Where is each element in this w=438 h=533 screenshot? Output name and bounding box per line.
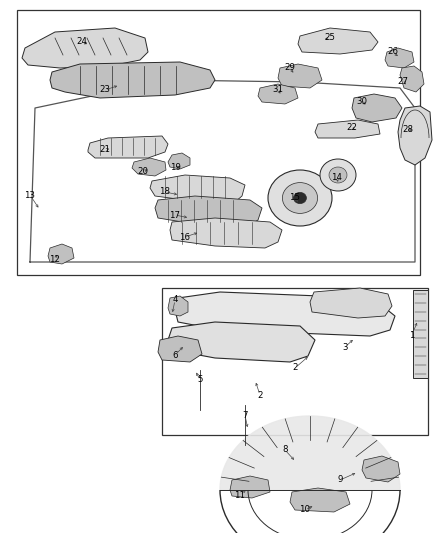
Polygon shape: [155, 196, 262, 226]
Text: 25: 25: [325, 34, 336, 43]
Polygon shape: [230, 476, 270, 498]
Text: 12: 12: [49, 255, 60, 264]
Polygon shape: [168, 153, 190, 169]
Polygon shape: [258, 84, 298, 104]
Text: 6: 6: [172, 351, 178, 359]
Polygon shape: [362, 456, 400, 482]
Polygon shape: [385, 48, 414, 68]
Text: 24: 24: [77, 37, 88, 46]
Text: 21: 21: [99, 146, 110, 155]
Text: 7: 7: [242, 410, 248, 419]
Text: 3: 3: [342, 343, 348, 351]
Text: 27: 27: [398, 77, 409, 86]
Text: 28: 28: [403, 125, 413, 134]
Polygon shape: [400, 66, 424, 92]
Text: 29: 29: [285, 63, 296, 72]
Polygon shape: [150, 175, 245, 202]
Text: 14: 14: [332, 174, 343, 182]
Polygon shape: [88, 136, 168, 158]
Polygon shape: [290, 488, 350, 512]
Polygon shape: [278, 64, 322, 88]
Text: 1: 1: [409, 330, 415, 340]
Text: 13: 13: [25, 190, 35, 199]
Ellipse shape: [293, 192, 307, 204]
Text: 18: 18: [159, 188, 170, 197]
Polygon shape: [310, 288, 392, 318]
Text: 5: 5: [197, 376, 203, 384]
Polygon shape: [298, 28, 378, 54]
Polygon shape: [22, 28, 148, 68]
Ellipse shape: [320, 159, 356, 191]
Text: 26: 26: [388, 47, 399, 56]
Polygon shape: [158, 336, 202, 362]
Polygon shape: [315, 120, 380, 138]
Text: 15: 15: [290, 193, 300, 203]
Polygon shape: [352, 94, 402, 122]
Text: 30: 30: [357, 98, 367, 107]
Text: 20: 20: [138, 167, 148, 176]
Text: 31: 31: [272, 85, 283, 94]
Text: 22: 22: [346, 124, 357, 133]
Text: 19: 19: [170, 164, 180, 173]
Text: 16: 16: [180, 232, 191, 241]
Ellipse shape: [283, 183, 318, 213]
Text: 8: 8: [282, 446, 288, 455]
Text: 10: 10: [300, 505, 311, 514]
Polygon shape: [48, 244, 74, 264]
Polygon shape: [168, 296, 188, 316]
Polygon shape: [220, 416, 400, 490]
Polygon shape: [132, 158, 166, 176]
Text: 4: 4: [172, 295, 178, 304]
Ellipse shape: [329, 167, 347, 183]
Polygon shape: [398, 106, 432, 165]
Text: 17: 17: [170, 211, 180, 220]
Polygon shape: [50, 62, 215, 98]
Bar: [413, 290, 428, 378]
Ellipse shape: [268, 170, 332, 226]
Polygon shape: [170, 218, 282, 248]
Text: 23: 23: [99, 85, 110, 94]
Polygon shape: [175, 292, 395, 336]
Bar: [162, 288, 428, 435]
Text: 11: 11: [234, 490, 246, 499]
Bar: [17, 10, 420, 275]
Text: 9: 9: [337, 475, 343, 484]
Polygon shape: [168, 322, 315, 362]
Text: 2: 2: [292, 364, 298, 373]
Text: 2: 2: [257, 391, 263, 400]
